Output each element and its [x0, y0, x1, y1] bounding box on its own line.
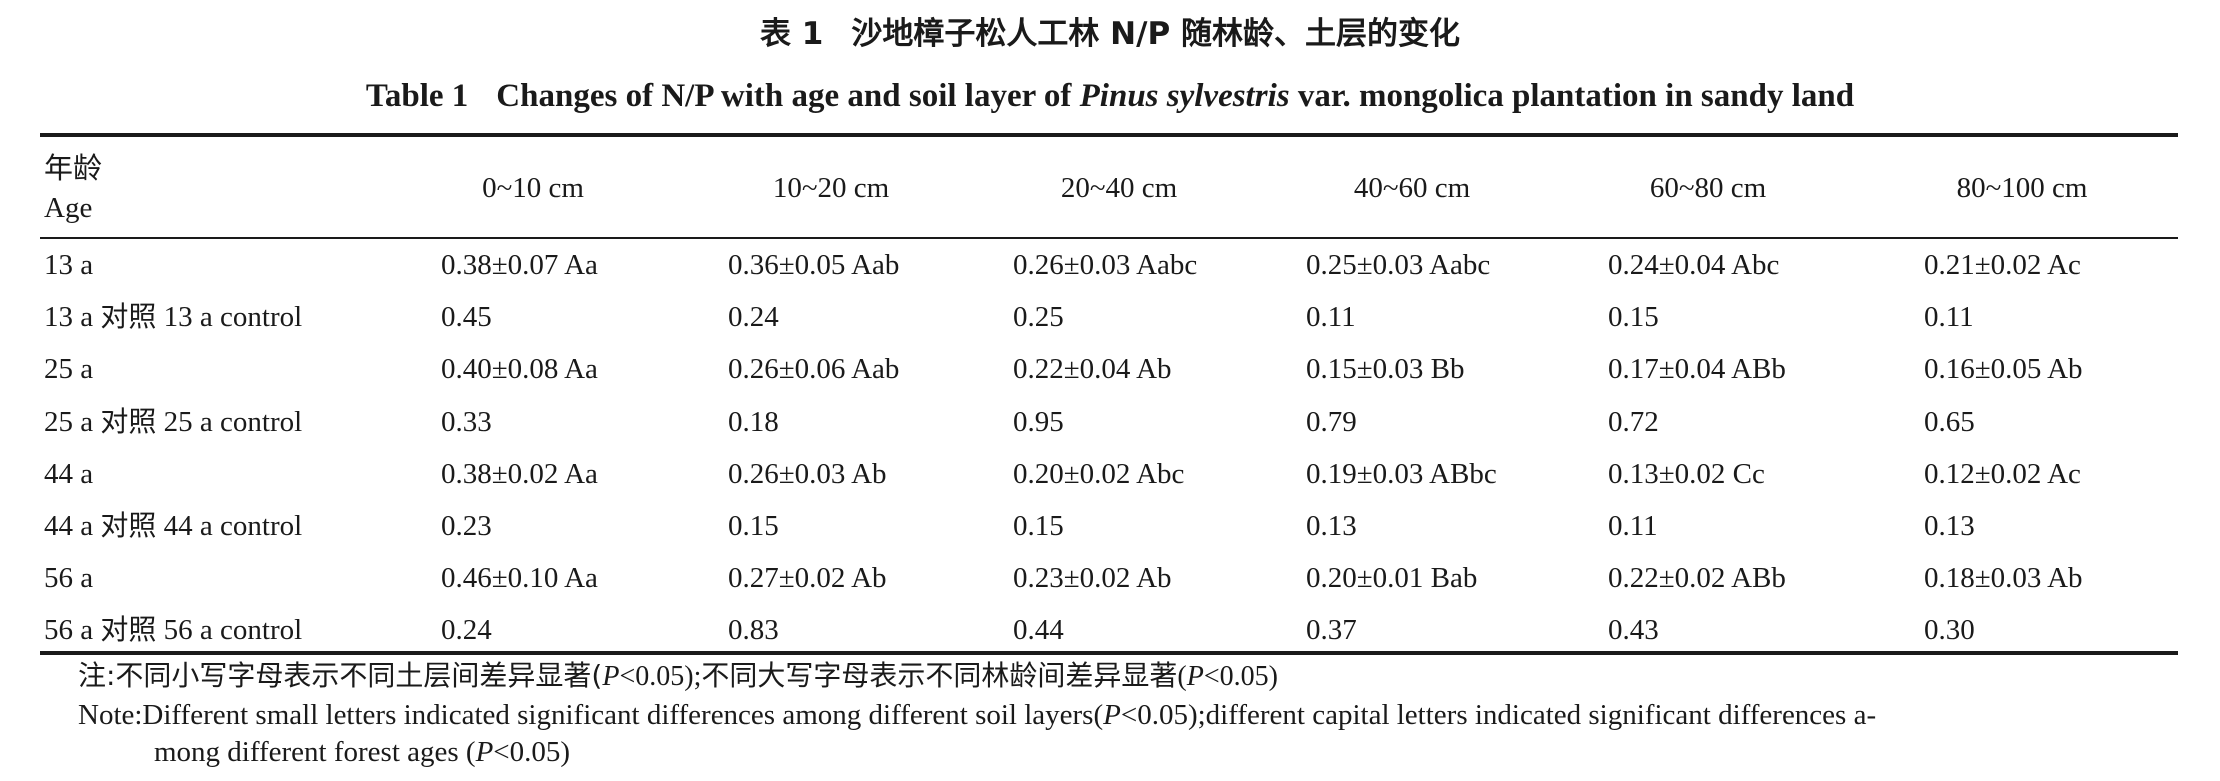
table-cell: 0.33 [441, 406, 492, 438]
column-header-80-100: 80~100 cm [1956, 172, 2088, 204]
note-en1-p: P [1103, 699, 1121, 731]
note-cn-part-c: <0.05) [1203, 661, 1278, 692]
table-caption-chinese: 表 1 沙地樟子松人工林 N/P 随林龄、土层的变化 [0, 14, 2220, 54]
note-cn-p2: P [1186, 661, 1204, 692]
table-cell: 0.15±0.03 Bb [1306, 353, 1465, 385]
caption-cn-text: 沙地樟子松人工林 N/P 随林龄、土层的变化 [851, 16, 1460, 52]
table-cell: 0.18±0.03 Ab [1924, 562, 2083, 594]
table-cell: 0.38±0.07 Aa [441, 249, 598, 281]
table-bottom-rule [40, 651, 2178, 655]
note-en1-part-b: <0.05);different capital letters indicat… [1120, 699, 1877, 731]
row-label: 56 a 对照 56 a control [44, 613, 303, 646]
row-label: 56 a [44, 562, 94, 594]
table-cell: 0.15 [728, 510, 779, 542]
table-cell: 0.11 [1924, 301, 1974, 333]
table-cell: 0.11 [1608, 510, 1658, 542]
table-cell: 0.27±0.02 Ab [728, 562, 887, 594]
column-header-40-60: 40~60 cm [1353, 172, 1471, 204]
table-cell: 0.25 [1013, 301, 1064, 333]
age-header-chinese: 年龄 [44, 151, 103, 185]
caption-cn-label: 表 1 [760, 16, 824, 52]
table-cell: 0.79 [1306, 406, 1357, 438]
table-cell: 0.46±0.10 Aa [441, 562, 598, 594]
table-cell: 0.15 [1013, 510, 1064, 542]
table-cell: 0.17±0.04 ABb [1608, 353, 1786, 385]
caption-en-text-post: var. mongolica plantation in sandy land [1289, 78, 1855, 114]
row-label: 13 a 对照 13 a control [44, 300, 303, 333]
table-cell: 0.83 [728, 614, 779, 646]
table-cell: 0.43 [1608, 614, 1659, 646]
note-cn-part-b: <0.05);不同大写字母表示不同林龄间差异显著( [619, 661, 1187, 692]
table-cell: 0.19±0.03 ABbc [1306, 458, 1497, 490]
row-label: 13 a [44, 249, 94, 281]
age-header-english: Age [44, 192, 93, 224]
row-label: 44 a 对照 44 a control [44, 509, 303, 542]
table-cell: 0.22±0.04 Ab [1013, 353, 1172, 385]
row-label: 25 a 对照 25 a control [44, 405, 303, 438]
table-cell: 0.18 [728, 406, 779, 438]
table-cell: 0.25±0.03 Aabc [1306, 249, 1491, 281]
note-cn-part-a: 注:不同小写字母表示不同土层间差异显著( [78, 659, 603, 692]
table-cell: 0.30 [1924, 614, 1975, 646]
column-header-0-10: 0~10 cm [482, 172, 584, 204]
table-cell: 0.15 [1608, 301, 1659, 333]
note-en2-part-a: mong different forest ages ( [154, 736, 476, 768]
caption-en-species: Pinus sylvestris [1079, 78, 1290, 114]
note-en2-p: P [475, 736, 494, 768]
table-cell: 0.23 [441, 510, 492, 542]
table-cell: 0.16±0.05 Ab [1924, 353, 2083, 385]
table-cell: 0.24±0.04 Abc [1608, 249, 1780, 281]
row-label: 44 a [44, 458, 94, 490]
table-cell: 0.20±0.01 Bab [1306, 562, 1478, 594]
note-cn-p1: P [602, 661, 620, 692]
table-cell: 0.24 [728, 301, 779, 333]
note-en1-part-a: Note:Different small letters indicated s… [78, 699, 1104, 731]
table-cell: 0.65 [1924, 406, 1975, 438]
table-cell: 0.40±0.08 Aa [441, 353, 598, 385]
table-cell: 0.23±0.02 Ab [1013, 562, 1172, 594]
table-cell: 0.12±0.02 Ac [1924, 458, 2081, 490]
column-header-60-80: 60~80 cm [1649, 172, 1767, 204]
table-cell: 0.44 [1013, 614, 1064, 646]
row-label: 25 a [44, 353, 94, 385]
table-cell: 0.11 [1306, 301, 1356, 333]
table-caption-english: Table 1 Changes of N/P with age and soil … [0, 74, 2220, 118]
table-cell: 0.36±0.05 Aab [728, 249, 900, 281]
table-cell: 0.45 [441, 301, 492, 333]
note-chinese: 注:不同小写字母表示不同土层间差异显著(P<0.05);不同大写字母表示不同林龄… [78, 658, 1278, 695]
table-cell: 0.20±0.02 Abc [1013, 458, 1185, 490]
table-cell: 0.13 [1306, 510, 1357, 542]
table-cell: 0.13 [1924, 510, 1975, 542]
table-header-rule [40, 237, 2178, 239]
table-cell: 0.38±0.02 Aa [441, 458, 598, 490]
note-en2-part-b: <0.05) [493, 736, 571, 768]
table-cell: 0.13±0.02 Cc [1608, 458, 1765, 490]
table-cell: 0.26±0.03 Aabc [1013, 249, 1198, 281]
table-cell: 0.26±0.03 Ab [728, 458, 887, 490]
note-english-line-2: mong different forest ages (P<0.05) [154, 734, 570, 770]
table-cell: 0.95 [1013, 406, 1064, 438]
note-english-line-1: Note:Different small letters indicated s… [78, 697, 1876, 733]
table-cell: 0.26±0.06 Aab [728, 353, 900, 385]
table-cell: 0.24 [441, 614, 492, 646]
caption-en-text-pre: Changes of N/P with age and soil layer o… [496, 78, 1080, 114]
table-cell: 0.21±0.02 Ac [1924, 249, 2081, 281]
column-header-20-40: 20~40 cm [1060, 172, 1178, 204]
caption-en-label: Table 1 [365, 78, 469, 114]
table-top-rule [40, 133, 2178, 137]
table-cell: 0.37 [1306, 614, 1357, 646]
table-cell: 0.72 [1608, 406, 1659, 438]
column-header-10-20: 10~20 cm [772, 172, 890, 204]
table-cell: 0.22±0.02 ABb [1608, 562, 1786, 594]
